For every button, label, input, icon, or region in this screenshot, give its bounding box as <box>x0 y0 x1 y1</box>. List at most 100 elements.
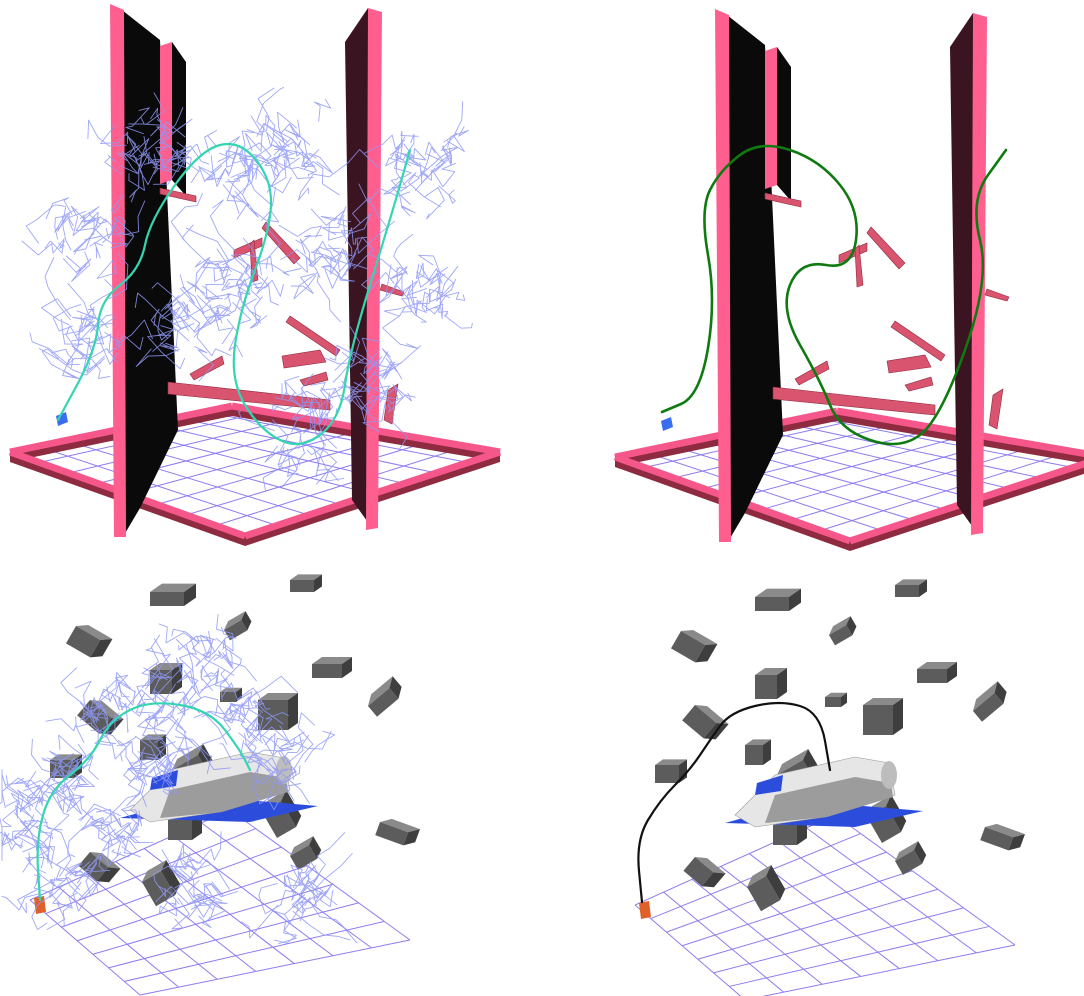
obstacle-box <box>895 579 927 597</box>
tree-branch <box>61 358 80 379</box>
box-side <box>309 836 322 859</box>
tree-branch <box>226 169 250 202</box>
rear-wall-face <box>777 47 791 201</box>
tree-branch <box>1 806 20 828</box>
box-top <box>142 859 167 882</box>
tree-branch <box>272 404 293 412</box>
tree-branch <box>348 381 371 405</box>
floor-grid-line <box>834 814 1016 946</box>
tree-branch <box>179 274 205 314</box>
tree-branch <box>62 208 77 251</box>
tree-branch <box>242 301 261 329</box>
tree-branch <box>1 814 35 847</box>
tree-branch <box>160 303 189 331</box>
left-wall-post <box>110 4 126 537</box>
obstacle-box <box>375 818 420 846</box>
box-top <box>224 611 246 630</box>
tree-branch <box>321 264 340 289</box>
tree-branch <box>170 192 203 241</box>
box-side <box>184 583 196 606</box>
rear-wall-post <box>765 47 777 189</box>
tree-branch <box>140 117 162 137</box>
tree-branch <box>75 716 109 739</box>
tree-branch <box>216 291 243 324</box>
box-side <box>846 616 857 636</box>
tree-branch <box>75 216 107 243</box>
tree-branch <box>227 178 250 214</box>
tree-branch <box>259 761 280 779</box>
tree-branch <box>90 314 115 333</box>
box-front <box>142 871 176 907</box>
tree-branch <box>78 870 99 900</box>
tree-branch <box>264 733 276 751</box>
box-top <box>829 616 851 635</box>
tree-branch <box>114 822 137 850</box>
tree-branch <box>178 731 193 752</box>
tree-branch <box>71 337 102 373</box>
tree-branch <box>181 224 223 263</box>
tree-branch <box>96 688 121 707</box>
panel-shuttle-tree <box>0 574 420 996</box>
obstacle-bar <box>854 244 864 288</box>
tree-branch <box>67 819 99 857</box>
tree-branch <box>44 239 65 254</box>
tree-branch <box>337 252 357 273</box>
box-front <box>258 700 288 730</box>
tree-branch <box>65 861 83 874</box>
floor-grid-line <box>76 865 308 942</box>
tree-branch <box>114 674 136 693</box>
tree-branch <box>278 913 297 945</box>
box-top <box>895 579 927 585</box>
tree-branch <box>174 859 230 890</box>
box-side <box>763 739 771 765</box>
tree-branch <box>152 149 180 185</box>
tree-branch <box>48 750 63 777</box>
tree-branch <box>256 86 284 130</box>
tree-branch <box>297 712 316 756</box>
solution-path <box>56 142 412 446</box>
tree-branch <box>217 704 242 722</box>
tree-branch <box>438 185 456 204</box>
tree-branch <box>225 174 250 183</box>
tree-branch <box>410 291 432 313</box>
tree-branch <box>185 285 219 319</box>
tree-branch <box>79 206 100 228</box>
box-top <box>172 743 204 770</box>
tree-branch <box>283 754 304 773</box>
tree-branch <box>112 225 135 248</box>
box-side <box>679 759 687 783</box>
tree-branch <box>41 348 62 371</box>
tree-branch <box>177 746 190 766</box>
tree-branch <box>361 270 395 291</box>
box-top <box>290 836 314 856</box>
tree-branch <box>278 765 301 793</box>
solution-path <box>36 702 252 902</box>
tree-branch <box>308 254 334 267</box>
tree-branch <box>358 362 394 391</box>
box-side <box>96 867 121 883</box>
box-top <box>76 624 113 640</box>
box-front <box>980 827 1014 851</box>
tree-branch <box>402 172 441 208</box>
box-front <box>973 693 1004 722</box>
tree-branch <box>264 757 288 773</box>
tree-branch <box>85 852 111 872</box>
exploration-tree <box>21 86 473 491</box>
tree-branch <box>231 253 262 276</box>
tree-branch <box>135 348 180 367</box>
tree-branch <box>116 319 153 346</box>
obstacle-box <box>829 616 857 646</box>
left-wall-post <box>715 9 731 542</box>
tree-branch <box>344 382 362 407</box>
obstacle-bar <box>189 355 225 381</box>
box-front <box>683 857 714 887</box>
tree-branch <box>381 348 398 373</box>
obstacle-bar <box>159 187 197 203</box>
tree-branch <box>136 670 150 705</box>
right-wall-face <box>345 8 372 528</box>
floor-grid-line <box>29 899 141 996</box>
tree-branch <box>341 380 391 412</box>
obstacle-bar <box>794 360 830 386</box>
tree-branch <box>374 385 391 404</box>
tree-branch <box>215 613 234 652</box>
